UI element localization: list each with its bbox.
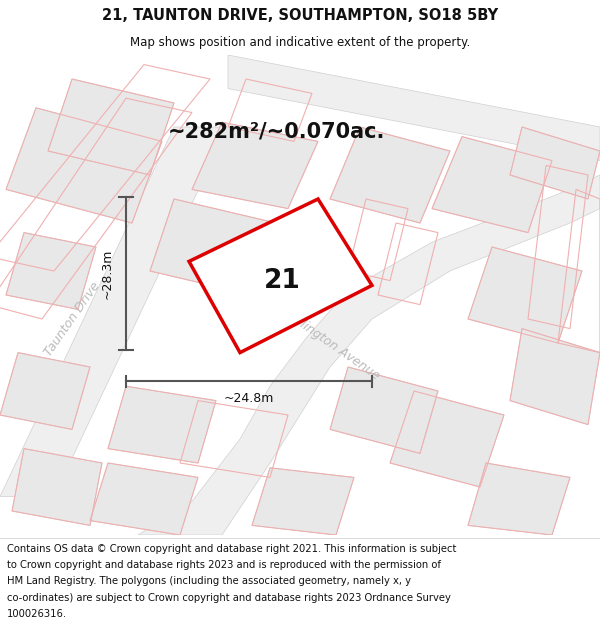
Polygon shape bbox=[228, 55, 600, 161]
Polygon shape bbox=[108, 386, 216, 463]
Polygon shape bbox=[468, 463, 570, 535]
Text: Map shows position and indicative extent of the property.: Map shows position and indicative extent… bbox=[130, 36, 470, 49]
Polygon shape bbox=[90, 463, 198, 535]
Text: HM Land Registry. The polygons (including the associated geometry, namely x, y: HM Land Registry. The polygons (includin… bbox=[7, 576, 411, 586]
Text: 21, TAUNTON DRIVE, SOUTHAMPTON, SO18 5BY: 21, TAUNTON DRIVE, SOUTHAMPTON, SO18 5BY bbox=[102, 8, 498, 23]
Text: 21: 21 bbox=[263, 268, 301, 294]
Text: ~282m²/~0.070ac.: ~282m²/~0.070ac. bbox=[168, 122, 385, 142]
Polygon shape bbox=[12, 449, 102, 526]
Polygon shape bbox=[252, 468, 354, 535]
Text: to Crown copyright and database rights 2023 and is reproduced with the permissio: to Crown copyright and database rights 2… bbox=[7, 560, 441, 570]
Polygon shape bbox=[138, 175, 600, 535]
Polygon shape bbox=[48, 79, 174, 175]
Text: Contains OS data © Crown copyright and database right 2021. This information is : Contains OS data © Crown copyright and d… bbox=[7, 544, 457, 554]
Text: 100026316.: 100026316. bbox=[7, 609, 67, 619]
Polygon shape bbox=[0, 352, 90, 429]
Polygon shape bbox=[0, 127, 228, 497]
Polygon shape bbox=[510, 127, 600, 199]
Polygon shape bbox=[468, 247, 582, 343]
Text: Taunton Drive: Taunton Drive bbox=[41, 279, 103, 359]
Text: co-ordinates) are subject to Crown copyright and database rights 2023 Ordnance S: co-ordinates) are subject to Crown copyr… bbox=[7, 592, 451, 602]
Polygon shape bbox=[510, 329, 600, 424]
Polygon shape bbox=[6, 232, 96, 309]
Polygon shape bbox=[330, 367, 438, 453]
Text: ~28.3m: ~28.3m bbox=[101, 248, 114, 299]
Polygon shape bbox=[390, 391, 504, 487]
Polygon shape bbox=[192, 122, 318, 209]
Polygon shape bbox=[189, 199, 372, 352]
Polygon shape bbox=[432, 137, 552, 232]
Text: Wellington Avenue: Wellington Avenue bbox=[278, 304, 382, 382]
Polygon shape bbox=[6, 107, 162, 223]
Text: ~24.8m: ~24.8m bbox=[224, 392, 274, 405]
Polygon shape bbox=[330, 127, 450, 223]
Polygon shape bbox=[150, 199, 276, 295]
